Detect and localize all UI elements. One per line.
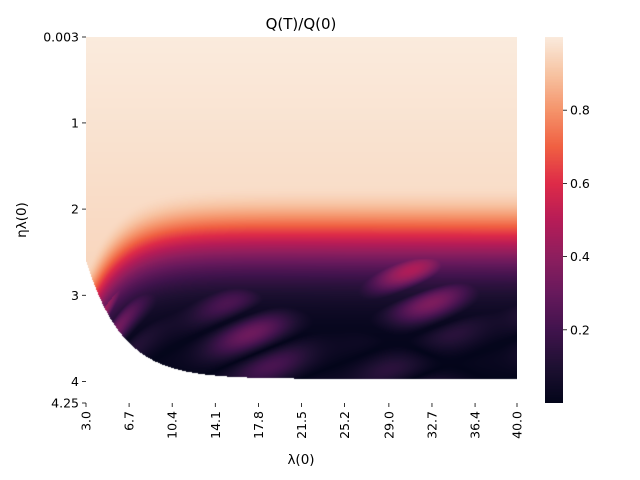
- x-tick-label: 17.8: [251, 411, 266, 439]
- x-tick-label: 40.0: [510, 411, 525, 439]
- x-tick-label: 21.5: [294, 411, 309, 439]
- colorbar-axis: 0.2 0.4 0.6 0.8: [563, 103, 590, 337]
- x-tick-label: 14.1: [208, 411, 223, 439]
- x-axis: 3.0 6.7 10.4 14.1 17.8 21.5 25.2 29.0 32.7 36.4 40…: [79, 403, 525, 439]
- y-tick-label: 2: [71, 202, 79, 217]
- x-tick-label: 36.4: [468, 411, 483, 439]
- x-tick-label: 6.7: [122, 411, 137, 431]
- colorbar-tick-label: 0.6: [570, 176, 590, 191]
- heatmap-image: [86, 37, 517, 403]
- x-axis-label: λ(0): [287, 452, 314, 468]
- y-tick-label: 1: [71, 115, 79, 130]
- x-tick-label: 29.0: [381, 411, 396, 439]
- y-axis: 0.003 1 2 3 4 4.25: [43, 30, 86, 411]
- colorbar-tick-label: 0.2: [570, 322, 590, 337]
- y-tick-label: 3: [71, 288, 79, 303]
- y-tick-label: 4.25: [51, 396, 79, 411]
- x-tick-label: 3.0: [79, 411, 94, 431]
- x-tick-label: 32.7: [424, 411, 439, 439]
- y-axis-label: ηλ(0): [14, 202, 30, 238]
- chart-title: Q(T)/Q(0): [266, 15, 337, 33]
- y-tick-label: 0.003: [43, 30, 79, 45]
- colorbar: [545, 37, 563, 403]
- x-tick-label: 25.2: [337, 411, 352, 439]
- colorbar-tick-label: 0.8: [570, 103, 590, 118]
- y-tick-label: 4: [71, 374, 79, 389]
- x-tick-label: 10.4: [165, 411, 180, 439]
- colorbar-tick-label: 0.4: [570, 249, 590, 264]
